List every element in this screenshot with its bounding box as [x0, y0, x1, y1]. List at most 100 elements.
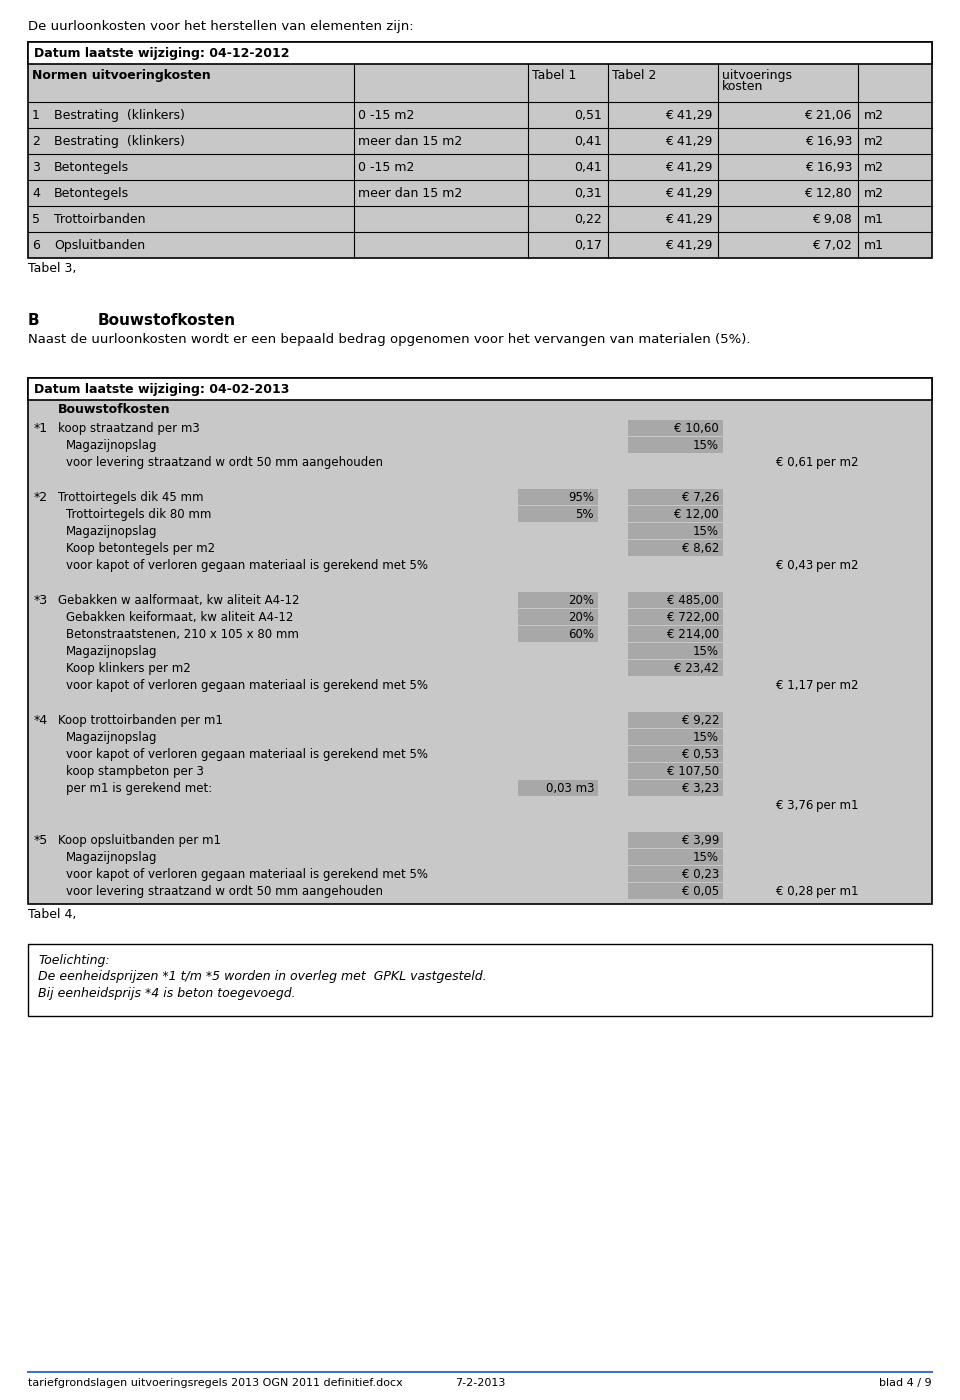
Text: tariefgrondslagen uitvoeringsregels 2013 OGN 2011 definitief.docx: tariefgrondslagen uitvoeringsregels 2013… — [28, 1378, 403, 1387]
Bar — [628, 729, 723, 745]
Text: Opsluitbanden: Opsluitbanden — [54, 239, 145, 252]
Text: m2: m2 — [864, 134, 884, 148]
Bar — [628, 489, 723, 505]
Text: Koop trottoirbanden per m1: Koop trottoirbanden per m1 — [58, 714, 223, 727]
Text: Koop betontegels per m2: Koop betontegels per m2 — [66, 542, 215, 554]
Text: Tabel 3,: Tabel 3, — [28, 262, 77, 274]
Text: Toelichting:: Toelichting: — [38, 953, 109, 967]
Text: 3: 3 — [32, 161, 40, 174]
Text: *3: *3 — [34, 594, 48, 608]
Text: voor levering straatzand w ordt 50 mm aangehouden: voor levering straatzand w ordt 50 mm aa… — [66, 885, 383, 897]
Text: 15%: 15% — [693, 440, 719, 452]
Text: voor kapot of verloren gegaan materiaal is gerekend met 5%: voor kapot of verloren gegaan materiaal … — [66, 868, 428, 881]
Bar — [28, 42, 932, 64]
Text: 0,17: 0,17 — [574, 239, 602, 252]
Text: koop stampbeton per 3: koop stampbeton per 3 — [66, 764, 204, 778]
Text: voor kapot of verloren gegaan materiaal is gerekend met 5%: voor kapot of verloren gegaan materiaal … — [66, 559, 428, 573]
Text: € 23,42: € 23,42 — [674, 662, 719, 675]
Text: Trottoirbanden: Trottoirbanden — [54, 213, 146, 225]
Text: € 41,29: € 41,29 — [664, 188, 712, 200]
Text: per m2: per m2 — [816, 456, 858, 469]
Text: 0,51: 0,51 — [574, 109, 602, 122]
Text: 20%: 20% — [568, 594, 594, 608]
Text: meer dan 15 m2: meer dan 15 m2 — [358, 188, 463, 200]
Text: Tabel 2: Tabel 2 — [612, 69, 657, 83]
Text: € 41,29: € 41,29 — [664, 161, 712, 174]
Bar — [518, 626, 598, 643]
Text: 2: 2 — [32, 134, 40, 148]
Text: Bouwstofkosten: Bouwstofkosten — [58, 403, 171, 416]
Text: € 0,28: € 0,28 — [776, 885, 813, 897]
Text: € 9,22: € 9,22 — [682, 714, 719, 727]
Text: 60%: 60% — [568, 629, 594, 641]
Bar — [628, 746, 723, 762]
Text: m1: m1 — [864, 213, 884, 225]
Text: voor kapot of verloren gegaan materiaal is gerekend met 5%: voor kapot of verloren gegaan materiaal … — [66, 748, 428, 762]
Text: 0,31: 0,31 — [574, 188, 602, 200]
Text: 0,41: 0,41 — [574, 134, 602, 148]
Text: Bij eenheidsprijs *4 is beton toegevoegd.: Bij eenheidsprijs *4 is beton toegevoegd… — [38, 987, 296, 1000]
Text: Tabel 4,: Tabel 4, — [28, 909, 77, 921]
Bar — [628, 832, 723, 848]
Bar — [28, 378, 932, 904]
Text: Trottoirtegels dik 45 mm: Trottoirtegels dik 45 mm — [58, 491, 204, 504]
Text: meer dan 15 m2: meer dan 15 m2 — [358, 134, 463, 148]
Text: € 3,23: € 3,23 — [682, 783, 719, 795]
Text: Magazijnopslag: Magazijnopslag — [66, 851, 157, 864]
Text: De uurloonkosten voor het herstellen van elementen zijn:: De uurloonkosten voor het herstellen van… — [28, 20, 414, 34]
Text: € 1,17: € 1,17 — [776, 679, 813, 692]
Text: Datum laatste wijziging: 04-12-2012: Datum laatste wijziging: 04-12-2012 — [34, 48, 290, 60]
Text: € 0,05: € 0,05 — [682, 885, 719, 897]
Text: Magazijnopslag: Magazijnopslag — [66, 731, 157, 743]
Bar — [518, 780, 598, 797]
Text: uitvoerings: uitvoerings — [722, 69, 792, 83]
Text: € 41,29: € 41,29 — [664, 213, 712, 225]
Bar — [628, 883, 723, 899]
Bar — [518, 505, 598, 522]
Text: Magazijnopslag: Magazijnopslag — [66, 440, 157, 452]
Bar — [628, 540, 723, 556]
Text: Betonstraatstenen, 210 x 105 x 80 mm: Betonstraatstenen, 210 x 105 x 80 mm — [66, 629, 299, 641]
Text: *2: *2 — [34, 491, 48, 504]
Text: € 7,26: € 7,26 — [682, 491, 719, 504]
Text: Magazijnopslag: Magazijnopslag — [66, 525, 157, 538]
Text: m2: m2 — [864, 161, 884, 174]
Text: voor kapot of verloren gegaan materiaal is gerekend met 5%: voor kapot of verloren gegaan materiaal … — [66, 679, 428, 692]
Text: Magazijnopslag: Magazijnopslag — [66, 645, 157, 658]
Text: € 0,53: € 0,53 — [682, 748, 719, 762]
Bar — [628, 713, 723, 728]
Text: *1: *1 — [34, 421, 48, 435]
Bar — [628, 780, 723, 797]
Bar — [628, 867, 723, 882]
Text: 4: 4 — [32, 188, 40, 200]
Text: 0,03 m3: 0,03 m3 — [545, 783, 594, 795]
Text: per m1: per m1 — [816, 799, 858, 812]
Text: Trottoirtegels dik 80 mm: Trottoirtegels dik 80 mm — [66, 508, 211, 521]
Text: € 0,43: € 0,43 — [776, 559, 813, 573]
Text: € 10,60: € 10,60 — [674, 421, 719, 435]
Bar — [628, 505, 723, 522]
Text: € 16,93: € 16,93 — [804, 161, 852, 174]
Text: € 214,00: € 214,00 — [667, 629, 719, 641]
Bar — [628, 524, 723, 539]
Text: Gebakken w aalformaat, kw aliteit A4-12: Gebakken w aalformaat, kw aliteit A4-12 — [58, 594, 300, 608]
Bar — [628, 763, 723, 778]
Text: € 7,02: € 7,02 — [812, 239, 852, 252]
Text: € 12,80: € 12,80 — [804, 188, 852, 200]
Bar — [628, 592, 723, 608]
Text: 1: 1 — [32, 109, 40, 122]
Text: B: B — [28, 314, 39, 328]
Text: per m1 is gerekend met:: per m1 is gerekend met: — [66, 783, 212, 795]
Text: 15%: 15% — [693, 731, 719, 743]
Text: kosten: kosten — [722, 80, 763, 92]
Text: € 41,29: € 41,29 — [664, 134, 712, 148]
Text: Bestrating  (klinkers): Bestrating (klinkers) — [54, 109, 185, 122]
Text: € 0,23: € 0,23 — [682, 868, 719, 881]
Text: m1: m1 — [864, 239, 884, 252]
Text: € 3,76: € 3,76 — [776, 799, 813, 812]
Text: 6: 6 — [32, 239, 40, 252]
Bar — [628, 643, 723, 659]
Text: *5: *5 — [34, 834, 48, 847]
Text: € 16,93: € 16,93 — [804, 134, 852, 148]
Text: 15%: 15% — [693, 645, 719, 658]
